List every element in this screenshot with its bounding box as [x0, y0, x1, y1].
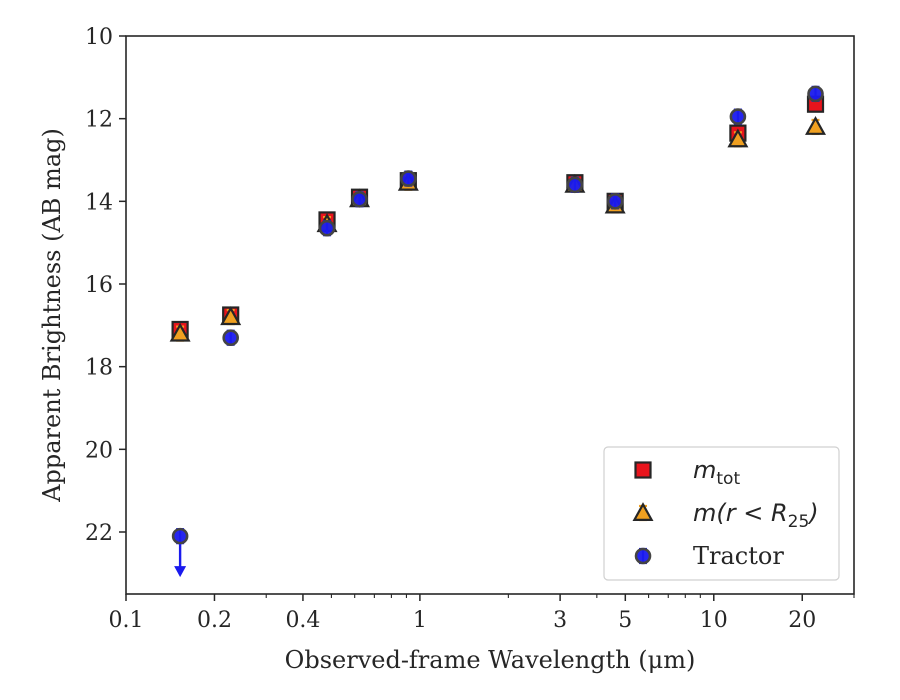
y-tick-label: 10 [85, 25, 113, 50]
mr25-point [169, 322, 191, 342]
legend-marker [634, 461, 652, 479]
legend-box [603, 446, 840, 581]
tractor-point [400, 170, 417, 187]
tractor-point [351, 190, 368, 208]
data-marks [169, 85, 827, 578]
x-tick-label: 5 [618, 608, 632, 633]
legend-marker [632, 502, 654, 522]
tractor-point [318, 219, 336, 237]
y-tick-label: 14 [85, 190, 113, 215]
axis-ticks: 0.1 0.2 0.4 1 3 5 10 20 10 12 14 16 18 20 22 [85, 25, 855, 633]
x-tick-label: 0.2 [197, 608, 232, 633]
tractor-point [729, 108, 747, 125]
x-tick-label: 1 [413, 608, 427, 633]
mr25-point [220, 306, 242, 326]
legend: mtot m(r < R25) Tractor [603, 446, 840, 581]
x-tick-label: 20 [788, 608, 816, 633]
tractor-point [606, 193, 624, 210]
tractor-point [171, 527, 189, 545]
mr25-point [727, 128, 749, 148]
y-tick-label: 20 [85, 438, 113, 463]
upper-limit-arrow [174, 544, 187, 578]
y-tick-label: 18 [85, 356, 113, 381]
tractor-point [222, 329, 239, 347]
x-tick-label: 0.4 [285, 608, 320, 633]
x-tick-label: 0.1 [109, 608, 144, 633]
x-axis-label: Observed-frame Wavelength (μm) [285, 646, 696, 674]
x-tick-label: 10 [700, 608, 728, 633]
x-tick-label: 3 [553, 608, 567, 633]
y-tick-label: 12 [85, 108, 113, 133]
tractor-point [807, 85, 824, 103]
tractor-point [566, 176, 584, 194]
legend-label: Tractor [693, 542, 784, 570]
y-axis-label: Apparent Brightness (AB mag) [38, 128, 66, 503]
y-tick-label: 16 [85, 273, 113, 298]
legend-label: m(r < R25) [693, 499, 819, 532]
legend-marker [634, 547, 652, 565]
y-tick-label: 22 [85, 521, 113, 546]
mr25-point [805, 116, 827, 136]
legend-label: mtot [693, 456, 740, 489]
